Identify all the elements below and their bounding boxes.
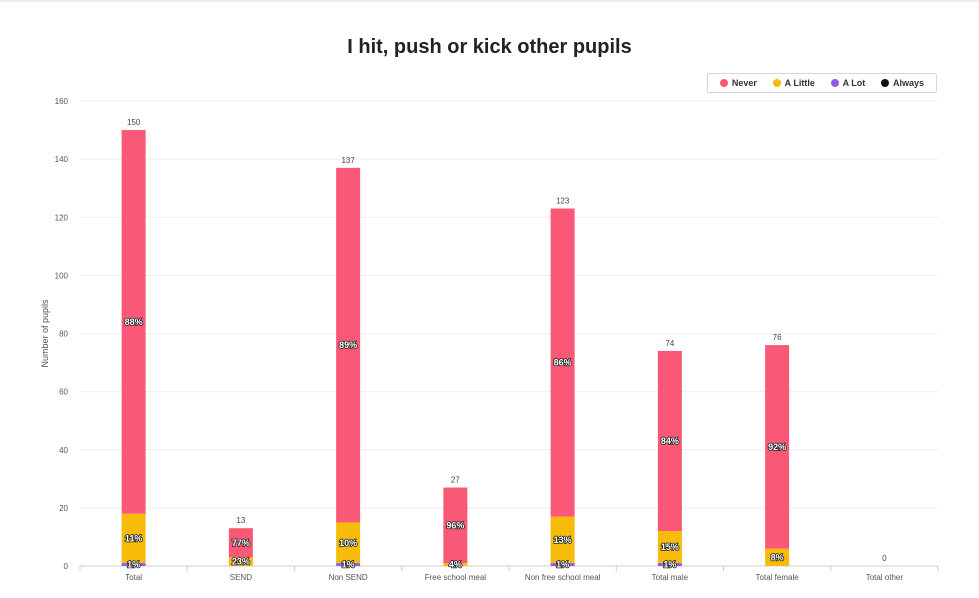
y-tick-label: 160 [55,97,69,106]
segment-label: 23% [232,557,250,567]
legend-label: Never [731,78,757,88]
bar-a-little [228,557,253,566]
y-tick-label: 40 [59,446,68,455]
bar-total-label: 137 [341,156,355,165]
bar-a-lot [121,563,146,566]
bar-a-little [765,548,790,566]
bar-total-label: 123 [556,197,570,206]
segment-label: 13% [554,535,572,545]
legend-swatch [772,79,781,87]
bar-a-little [336,522,361,564]
segment-label: 10% [339,538,357,548]
segment-label: 8% [771,552,784,562]
y-tick-label: 0 [64,562,69,571]
legend-item: A Lot [830,78,866,88]
bar-never [765,345,790,549]
bar-a-lot [657,563,682,566]
y-tick-label: 20 [59,504,68,513]
segment-label: 96% [446,520,464,530]
y-tick-label: 120 [55,213,69,222]
chart-title: I hit, push or kick other pupils [347,36,632,58]
x-category-label: Total [125,573,142,582]
x-category-label: Total male [652,573,689,582]
bar-a-little [550,516,575,564]
bar-total-label: 74 [665,339,674,348]
bar-a-lot [336,563,361,566]
bar-total-label: 0 [882,554,887,563]
bar-never [228,528,253,558]
legend-label: A Lot [842,78,866,88]
segment-label: 1% [342,560,355,570]
segment-label: 89% [339,340,357,350]
segment-label: 11% [125,533,143,543]
segment-label: 1% [663,560,676,570]
segment-label: 1% [556,560,569,570]
legend-item: Never [719,78,757,88]
y-axis-label: Number of pupils [40,299,50,368]
bar-never [336,167,361,523]
legend-swatch [830,79,839,87]
segment-label: 4% [449,560,462,570]
bar-total-label: 27 [451,476,460,485]
top-border [0,0,979,2]
legend-item: A Little [772,78,815,88]
legend: Never A Little A Lot Always [707,73,937,93]
bar-total-label: 13 [236,516,245,525]
legend-item: Always [881,78,924,88]
y-tick-label: 60 [59,388,68,397]
x-category-label: Non free school meal [525,573,601,582]
segment-label: 88% [125,317,143,327]
bar-never [121,130,146,514]
bar-total-label: 76 [773,333,782,342]
y-tick-label: 80 [59,330,68,339]
y-tick-label: 140 [55,155,69,164]
bar-a-little [121,513,146,564]
bar-never [550,208,575,517]
segment-label: 1% [127,560,140,570]
bar-total-label: 150 [127,118,141,127]
x-category-label: Free school meal [425,573,487,582]
y-tick-label: 100 [55,271,69,280]
legend-swatch [881,79,890,87]
bar-a-little [443,563,468,566]
x-category-label: Total other [866,573,904,582]
segment-label: 84% [661,436,679,446]
bar-a-little [657,531,682,564]
bar-never [443,487,468,564]
segment-label: 77% [232,538,250,548]
bar-never [657,350,682,532]
x-category-label: Total female [756,573,800,582]
segment-label: 86% [554,358,572,368]
legend-swatch [719,79,728,87]
x-category-label: Non SEND [329,573,368,582]
legend-label: A Little [784,78,815,88]
legend-label: Always [893,78,925,88]
x-category-label: SEND [230,573,252,582]
bar-a-lot [550,563,575,566]
segment-label: 92% [768,442,786,452]
segment-label: 15% [661,542,679,552]
